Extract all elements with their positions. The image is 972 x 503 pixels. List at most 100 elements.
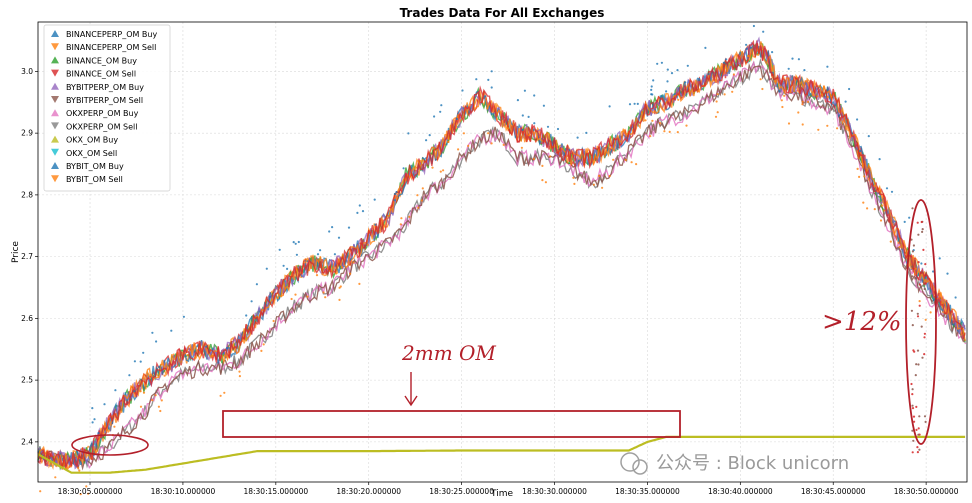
outlier-point — [749, 46, 753, 49]
outlier-point — [142, 351, 145, 354]
crash-point — [911, 451, 914, 454]
outlier-point — [546, 125, 550, 128]
outlier-point — [133, 390, 136, 393]
crash-point — [922, 248, 925, 251]
outlier-point — [572, 176, 575, 179]
outlier-point — [801, 100, 804, 103]
outlier-point — [656, 62, 659, 65]
crash-point — [912, 415, 916, 418]
outlier-point — [393, 199, 396, 202]
outlier-point — [725, 58, 728, 61]
outlier-point — [306, 295, 309, 298]
outlier-point — [155, 340, 158, 343]
outlier-point — [373, 198, 376, 201]
outlier-point — [457, 148, 460, 151]
outlier-point — [139, 405, 143, 408]
crash-point — [911, 407, 915, 410]
series-outlier-points — [39, 24, 957, 496]
outlier-point — [652, 79, 655, 82]
crash-point — [920, 325, 923, 328]
outlier-point — [399, 223, 402, 226]
outlier-point — [542, 104, 546, 107]
crash-point — [912, 439, 915, 442]
legend-marker — [51, 135, 59, 143]
outlier-point — [91, 407, 94, 410]
outlier-point — [544, 181, 548, 184]
crash-point — [913, 420, 916, 423]
outlier-point — [556, 127, 560, 131]
outlier-point — [282, 264, 285, 267]
outlier-point — [114, 389, 117, 392]
outlier-point — [624, 158, 627, 162]
outlier-point — [223, 391, 226, 394]
outlier-point — [461, 89, 464, 92]
outlier-point — [684, 81, 687, 84]
legend-label: BINANCEPERP_OM Buy — [66, 30, 157, 39]
outlier-point — [487, 78, 490, 81]
outlier-point — [358, 282, 361, 285]
crash-point — [916, 312, 919, 315]
crash-point — [923, 287, 926, 291]
outlier-point — [836, 127, 839, 130]
outlier-point — [425, 139, 428, 142]
crash-point — [911, 324, 914, 327]
outlier-point — [486, 107, 489, 110]
outlier-point — [651, 93, 654, 96]
data-series — [37, 24, 967, 496]
outlier-point — [932, 270, 935, 273]
outlier-point — [762, 30, 765, 33]
outlier-point — [113, 425, 116, 428]
outlier-point — [883, 209, 886, 212]
outlier-point — [250, 300, 253, 303]
outlier-point — [225, 347, 228, 350]
legend-marker — [51, 43, 59, 51]
outlier-point — [151, 331, 154, 334]
outlier-point — [747, 54, 750, 58]
outlier-point — [278, 248, 281, 251]
outlier-point — [885, 187, 889, 190]
outlier-point — [541, 179, 544, 182]
annotation-arrow-head — [404, 395, 418, 407]
outlier-point — [262, 343, 265, 346]
outlier-point — [400, 217, 403, 220]
outlier-point — [533, 122, 536, 125]
outlier-point — [541, 164, 544, 167]
outlier-point — [54, 476, 57, 479]
outlier-point — [356, 211, 359, 214]
crash-point — [921, 356, 924, 359]
outlier-point — [881, 204, 884, 207]
outlier-point — [771, 51, 774, 54]
plot-frame — [37, 21, 968, 483]
outlier-point — [704, 46, 707, 50]
legend-marker — [51, 96, 59, 103]
crash-point — [914, 277, 917, 280]
outlier-point — [816, 95, 819, 98]
crash-point — [917, 233, 920, 236]
outlier-point — [879, 219, 883, 222]
crash-point — [924, 282, 927, 285]
y-axis-ticks: 2.4 2.5 2.6 2.7 2.8 2.9 3.0 — [21, 67, 38, 446]
outlier-point — [154, 394, 157, 397]
crash-point — [915, 428, 918, 431]
outlier-point — [331, 226, 334, 229]
outlier-point — [826, 95, 829, 99]
crash-point — [916, 451, 920, 454]
crash-point — [917, 363, 920, 366]
outlier-point — [416, 194, 419, 197]
crash-point — [923, 332, 927, 335]
outlier-point — [859, 149, 862, 153]
outlier-point — [635, 163, 638, 166]
legend-label: BINANCE_OM Buy — [66, 56, 137, 65]
legend-marker — [51, 69, 59, 77]
outlier-point — [315, 274, 319, 277]
outlier-point — [194, 356, 197, 359]
outlier-point — [352, 261, 355, 264]
crash-point — [911, 388, 914, 391]
outlier-point — [338, 286, 341, 289]
outlier-point — [205, 345, 208, 348]
outlier-point — [920, 262, 923, 265]
outlier-point — [801, 123, 804, 126]
outlier-point — [211, 354, 214, 358]
outlier-point — [97, 432, 100, 435]
annotation-12pct-text: >12% — [822, 307, 902, 337]
